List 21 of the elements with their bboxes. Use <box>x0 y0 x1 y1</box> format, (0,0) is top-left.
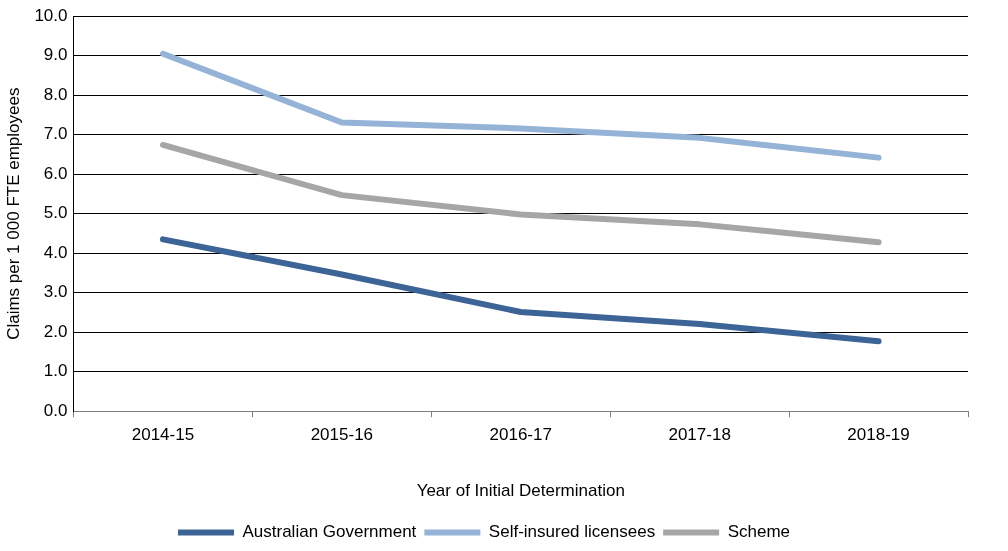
y-tick-label: 1.0 <box>43 361 68 381</box>
y-tick-label: 10.0 <box>34 5 68 25</box>
legend-label: Self-insured licensees <box>488 522 656 542</box>
y-tick-label: 6.0 <box>43 163 68 183</box>
legend-label: Australian Government <box>242 522 417 542</box>
y-tick-label: 5.0 <box>43 203 68 223</box>
y-tick-label: 8.0 <box>43 84 68 104</box>
y-tick-label: 0.0 <box>43 400 68 420</box>
x-tick-label: 2014-15 <box>131 425 195 445</box>
y-axis-title: Claims per 1 000 FTE employees <box>3 87 23 340</box>
x-tick-label: 2017-18 <box>668 425 731 445</box>
y-tick-label: 3.0 <box>43 282 68 302</box>
y-tick-label: 9.0 <box>43 45 68 65</box>
x-axis-title: Year of Initial Determination <box>416 481 625 501</box>
x-tick-label: 2015-16 <box>310 425 374 445</box>
y-tick-label: 2.0 <box>43 321 68 341</box>
legend-label: Scheme <box>727 522 791 542</box>
y-tick-label: 4.0 <box>43 242 68 262</box>
y-tick-label: 7.0 <box>43 124 68 144</box>
x-tick-label: 2018-19 <box>847 425 910 445</box>
x-tick-label: 2016-17 <box>489 425 552 445</box>
